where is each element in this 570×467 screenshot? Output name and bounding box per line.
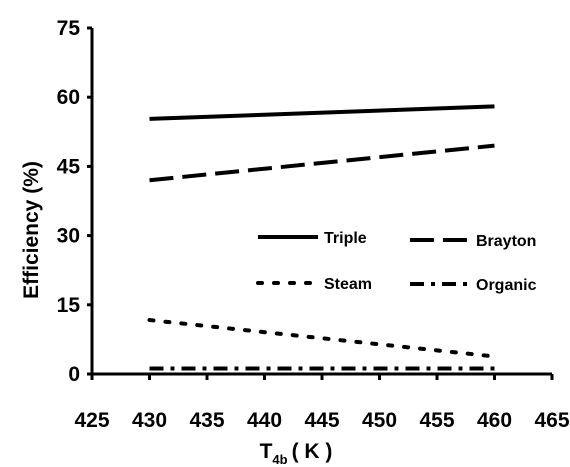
series-lines bbox=[147, 104, 497, 371]
series-line-brayton bbox=[149, 143, 495, 183]
x-tick-label: 450 bbox=[362, 409, 397, 432]
tick-marks bbox=[87, 26, 554, 380]
x-tick-label: 445 bbox=[304, 409, 339, 432]
y-tick-label: 45 bbox=[57, 155, 81, 178]
x-axis-label: T4b ( K ) bbox=[260, 440, 333, 467]
y-tick-label: 60 bbox=[57, 86, 80, 109]
x-tick-label: 435 bbox=[189, 409, 224, 432]
series-line-triple bbox=[149, 104, 495, 121]
y-tick-label: 75 bbox=[57, 17, 81, 40]
x-tick-label: 425 bbox=[74, 409, 109, 432]
x-tick-label: 460 bbox=[477, 409, 512, 432]
x-tick-label: 440 bbox=[247, 409, 282, 432]
legend: Triple Brayton Steam Organic bbox=[256, 230, 537, 294]
axes bbox=[90, 28, 552, 376]
y-tick-label: 30 bbox=[57, 225, 80, 248]
x-axis-label-main: T bbox=[260, 440, 273, 463]
y-tick-label: 15 bbox=[57, 294, 81, 317]
y-axis-label: Efficiency (%) bbox=[20, 161, 43, 299]
x-axis-label-subscript: 4b bbox=[272, 452, 287, 467]
y-tick-label: 0 bbox=[68, 363, 80, 386]
x-axis-label-unit: ( K ) bbox=[292, 440, 333, 463]
x-tick-label: 465 bbox=[534, 409, 569, 432]
legend-label-triple: Triple bbox=[324, 230, 367, 247]
legend-label-steam: Steam bbox=[324, 276, 372, 293]
x-tick-label: 430 bbox=[132, 409, 167, 432]
tick-labels: 0 15 30 45 60 75 425 430 435 440 445 450 455 460 465 bbox=[57, 17, 570, 432]
series-line-steam bbox=[147, 318, 497, 359]
legend-label-organic: Organic bbox=[476, 277, 537, 294]
legend-label-brayton: Brayton bbox=[476, 233, 536, 250]
x-tick-label: 455 bbox=[419, 409, 454, 432]
